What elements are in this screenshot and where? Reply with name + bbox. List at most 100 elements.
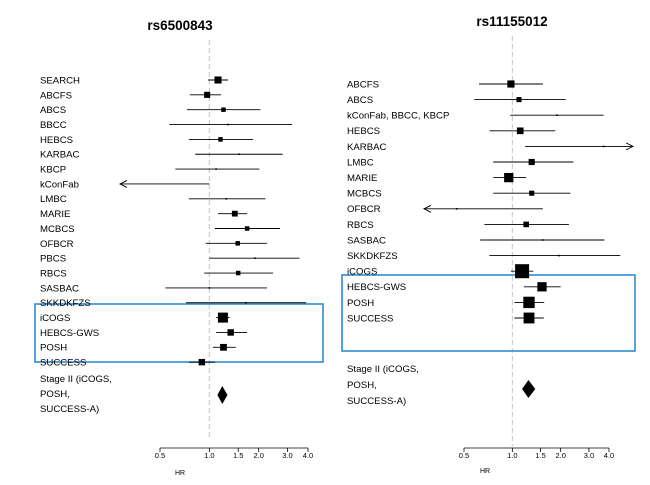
panel1-study-label-marie: MARIE — [40, 209, 70, 220]
panel1-tick-label-4.0: 4.0 — [303, 451, 313, 460]
panel2-summary-label-line-1: Stage II (iCOGS, — [347, 364, 419, 375]
panel1-study-label-skkdkfzs: SKKDKFZS — [40, 298, 91, 309]
panel2-study-label-ofbcr: OFBCR — [347, 204, 381, 215]
panel2-highlight-box — [341, 274, 636, 352]
panel1-highlight-box — [34, 303, 324, 363]
panel2-point-hebcs — [516, 127, 524, 135]
panel1-study-label-kconfab: kConFab — [40, 179, 79, 190]
panel2-point-abcs — [516, 97, 522, 103]
panel1-study-label-abcfs: ABCFS — [40, 90, 72, 101]
panel2-study-label-kconfab-bbcc-kbcp: kConFab, BBCC, KBCP — [347, 111, 449, 122]
panel1-point-hebcs — [218, 137, 223, 142]
panel2-tick-label-1.0: 1.0 — [507, 451, 517, 460]
panel1-point-posh — [220, 343, 227, 351]
panel1-point-marie — [231, 210, 238, 217]
panel1-study-label-kbcp: KBCP — [40, 165, 66, 176]
panel2-arrow-left-ofbcr — [422, 204, 432, 213]
panel2-tick-label-3.0: 3.0 — [584, 451, 594, 460]
panel1-study-label-ofbcr: OFBCR — [40, 239, 74, 250]
panel1-summary-label-line-3: SUCCESS-A) — [40, 404, 99, 415]
panel1-study-label-success: SUCCESS — [40, 358, 86, 369]
panel2-study-label-sasbac: SASBAC — [347, 235, 386, 246]
panel1-study-label-rbcs: RBCS — [40, 268, 67, 279]
panel1-point-success — [198, 358, 206, 366]
panel1-x-axis-label: HR — [175, 470, 185, 477]
panel2-point-abcfs — [507, 80, 515, 88]
panel2-point-mcbcs — [529, 190, 535, 196]
panel1-point-karbac — [238, 153, 240, 156]
panel2-study-label-hebcs-gws: HEBCS-GWS — [347, 282, 406, 293]
panel1-study-label-posh: POSH — [40, 343, 67, 354]
panel2-point-hebcs-gws — [537, 282, 547, 292]
panel2-point-success — [523, 312, 535, 324]
panel1-tick-label-3.0: 3.0 — [282, 451, 292, 460]
panel2-summary-diamond — [522, 380, 536, 398]
panel2-point-lmbc — [528, 158, 535, 166]
panel1-point-bbcc — [227, 123, 229, 126]
panel2-point-sasbac — [542, 239, 544, 241]
panel1-point-icogs — [217, 312, 228, 323]
panel1-point-hebcs-gws — [227, 329, 234, 336]
panel1-point-rbcs — [235, 270, 241, 276]
panel1-point-mcbcs — [244, 226, 250, 231]
panel1-point-search — [214, 76, 222, 84]
panel2-study-label-skkdkfzs: SKKDKFZS — [347, 251, 398, 262]
panel1-point-abcfs — [204, 91, 211, 98]
panel1-study-label-bbcc: BBCC — [40, 120, 67, 131]
panel1-study-label-hebcs: HEBCS — [40, 135, 73, 146]
panel1-study-label-lmbc: LMBC — [40, 194, 67, 205]
panel1-study-label-hebcs-gws: HEBCS-GWS — [40, 328, 99, 339]
panel1-summary-label-line-2: POSH, — [40, 389, 70, 400]
panel1-summary-diamond — [217, 386, 228, 404]
panel1-study-label-abcs: ABCS — [40, 105, 66, 116]
panel2-point-karbac — [602, 145, 605, 148]
panel1-tick-label-1.5: 1.5 — [233, 451, 243, 460]
panel1-point-skkdkfzs — [245, 301, 247, 304]
panel2-study-label-marie: MARIE — [347, 173, 377, 184]
panel1-title: rs6500843 — [147, 18, 213, 33]
panel1-tick-label-2.0: 2.0 — [253, 451, 263, 460]
panel2-point-ofbcr — [455, 208, 458, 210]
panel1-summary-label-line-1: Stage II (iCOGS, — [40, 374, 112, 385]
panel2-point-icogs — [515, 264, 530, 279]
panel1-arrow-left-kconfab — [118, 180, 128, 188]
panel2-point-posh — [523, 296, 535, 309]
panel2-study-label-posh: POSH — [347, 298, 374, 309]
panel2-study-label-icogs: iCOGS — [347, 267, 377, 278]
panel1-point-abcs — [221, 107, 226, 112]
panel2-point-kconfab-bbcc-kbcp — [556, 114, 558, 116]
panel1-study-label-pbcs: PBCS — [40, 254, 66, 265]
panel1-point-pbcs — [254, 257, 256, 259]
panel2-point-rbcs — [523, 221, 529, 228]
panel1-study-label-icogs: iCOGS — [40, 313, 70, 324]
panel2-study-label-abcfs: ABCFS — [347, 79, 379, 90]
panel2-study-label-hebcs: HEBCS — [347, 126, 380, 137]
panel2-study-label-abcs: ABCS — [347, 95, 373, 106]
panel2-x-axis-label: HR — [480, 468, 490, 475]
panel2-tick-label-0.5: 0.5 — [459, 451, 469, 460]
panel2-study-label-success: SUCCESS — [347, 313, 393, 324]
panel2-tick-label-2.0: 2.0 — [555, 451, 565, 460]
panel1-point-sasbac — [208, 287, 211, 289]
panel2-summary-label-line-2: POSH, — [347, 380, 377, 391]
panel2-study-label-mcbcs: MCBCS — [347, 189, 382, 200]
panel1-study-label-search: SEARCH — [40, 75, 80, 86]
panel1-study-label-karbac: KARBAC — [40, 150, 80, 161]
panel2-study-label-karbac: KARBAC — [347, 142, 387, 153]
panel1-point-ofbcr — [235, 241, 240, 246]
panel2-tick-label-4.0: 4.0 — [604, 451, 614, 460]
panel2-point-skkdkfzs — [558, 254, 560, 257]
panel2-study-label-rbcs: RBCS — [347, 220, 374, 231]
panel1-point-kbcp — [215, 168, 217, 170]
panel2-summary-label-line-3: SUCCESS-A) — [347, 396, 406, 407]
panel2-study-label-lmbc: LMBC — [347, 157, 374, 168]
panel1-tick-label-0.5: 0.5 — [155, 451, 165, 460]
panel1-tick-label-1.0: 1.0 — [204, 451, 214, 460]
panel2-point-marie — [504, 172, 514, 183]
panel2-tick-label-1.5: 1.5 — [535, 451, 545, 460]
panel2-title: rs11155012 — [476, 14, 547, 29]
panel2-arrow-right-karbac — [625, 142, 635, 151]
panel1-study-label-mcbcs: MCBCS — [40, 224, 75, 235]
panel1-point-lmbc — [225, 198, 228, 200]
